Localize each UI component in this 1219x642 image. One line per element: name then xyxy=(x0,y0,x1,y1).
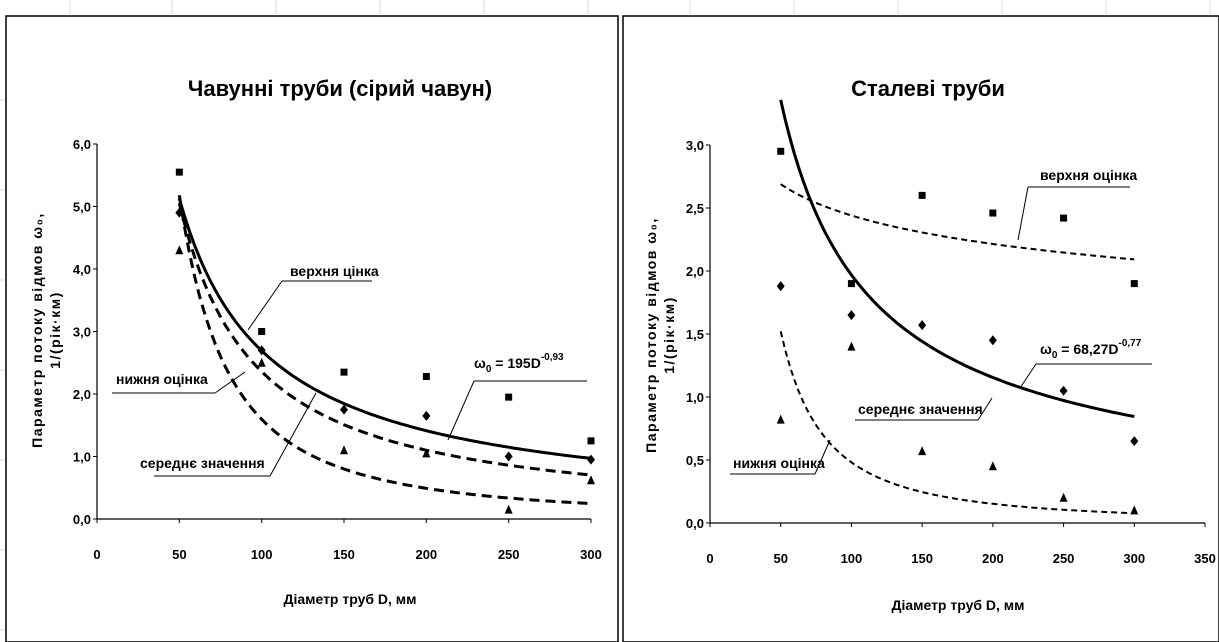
data-point-triangle xyxy=(504,504,513,514)
data-point-diamond xyxy=(1059,385,1068,396)
data-point-diamond xyxy=(847,310,856,321)
data-point-diamond xyxy=(340,404,348,415)
x-tick-label: 150 xyxy=(333,547,355,562)
data-point-square xyxy=(777,147,785,155)
data-point-triangle xyxy=(340,445,348,455)
annotation-upper-estimate: верхня оцінка xyxy=(1040,167,1137,183)
trend-line-mean xyxy=(177,198,592,460)
trend-line-bound xyxy=(177,202,592,477)
y-tick-label: 0,0 xyxy=(73,512,91,527)
y-tick-label: 3,0 xyxy=(73,325,91,340)
data-point-diamond xyxy=(988,335,997,346)
x-axis-label: Діаметр труб D, мм xyxy=(891,597,1024,613)
x-tick-label: 0 xyxy=(93,547,100,562)
trend-line-mean xyxy=(779,99,1135,418)
data-point-diamond xyxy=(504,451,513,462)
data-point-square xyxy=(175,168,183,176)
y-tick-label: 3,0 xyxy=(686,138,704,153)
y-tick-label: 6,0 xyxy=(73,137,91,152)
data-point-triangle xyxy=(1059,492,1068,502)
x-tick-label: 150 xyxy=(911,551,933,566)
x-tick-label: 50 xyxy=(773,551,787,566)
data-point-triangle xyxy=(257,357,266,367)
y-tick-label: 1,0 xyxy=(686,390,704,405)
annotation-mean-value: середнє значення xyxy=(140,455,265,471)
data-point-square xyxy=(918,191,926,199)
sheet-grid xyxy=(0,0,1211,631)
trend-line-bound xyxy=(177,194,592,506)
data-point-square xyxy=(989,209,997,217)
x-tick-label: 100 xyxy=(251,547,273,562)
data-point-square xyxy=(422,373,430,380)
data-point-square xyxy=(258,328,266,335)
data-point-diamond xyxy=(175,207,184,218)
x-tick-label: 250 xyxy=(498,547,520,562)
data-point-triangle xyxy=(1130,505,1139,515)
y-tick-label: 0,5 xyxy=(686,453,704,468)
data-point-diamond xyxy=(1130,436,1139,447)
annotations: верхня оцінка нижня оцінка середнє значе… xyxy=(730,167,1152,475)
data-point-square xyxy=(1130,280,1138,288)
regression-formula: ω0 = 68,27D-0,77 xyxy=(1040,338,1142,361)
data-point-square xyxy=(847,280,855,288)
data-point-square xyxy=(340,368,348,376)
data-point-triangle xyxy=(175,245,184,255)
data-point-diamond xyxy=(587,454,595,465)
data-point-triangle xyxy=(918,446,927,456)
data-point-square xyxy=(505,393,513,401)
data-point-triangle xyxy=(847,341,856,351)
x-tick-label: 250 xyxy=(1053,551,1075,566)
data-point-diamond xyxy=(776,281,785,292)
y-tick-label: 4,0 xyxy=(73,262,91,277)
chart-frame xyxy=(5,15,619,642)
y-tick-label: 2,0 xyxy=(686,264,704,279)
chart-cast-iron-pipes[interactable]: Чавунні труби (сірий чавун) Діаметр труб… xyxy=(5,15,619,642)
data-point-triangle xyxy=(587,475,595,485)
y-axis-label-units: 1/(рік·км) xyxy=(47,291,63,368)
data-point-diamond xyxy=(257,345,266,356)
y-tick-label: 1,0 xyxy=(73,450,91,465)
x-axis-label: Діаметр труб D, мм xyxy=(283,591,416,607)
y-axis-label: Параметр потоку відмов ω₀, xyxy=(29,212,45,448)
annotation-upper-estimate: верхня цінка xyxy=(290,263,379,279)
x-tick-label: 200 xyxy=(982,551,1004,566)
x-tick-label: 300 xyxy=(580,547,602,562)
x-tick-label: 200 xyxy=(415,547,437,562)
trend-line-bound xyxy=(779,331,1135,515)
x-tick-label: 100 xyxy=(841,551,863,566)
data-point-square xyxy=(1060,214,1068,222)
x-tick-label: 350 xyxy=(1194,551,1216,566)
annotations: верхня цінка нижня оцінка середнє значен… xyxy=(112,263,587,477)
data-point-triangle xyxy=(422,448,431,458)
regression-formula: ω0 = 195D-0,93 xyxy=(474,352,564,375)
chart-title: Сталеві труби xyxy=(851,76,1005,101)
chart-frame xyxy=(622,15,1219,642)
x-tick-label: 300 xyxy=(1123,551,1145,566)
y-axis-label-units: 1/(рік·км) xyxy=(661,296,677,373)
plot-area: 0,0 0,5 1,0 1,5 2,0 2,5 3,0 0 50 100 150 200 250 300 3… xyxy=(686,99,1216,566)
data-point-square xyxy=(587,437,595,445)
y-axis-label: Параметр потоку відмов ω₀, xyxy=(643,217,659,453)
data-point-triangle xyxy=(776,414,785,424)
y-tick-label: 2,0 xyxy=(73,387,91,402)
y-tick-label: 5,0 xyxy=(73,200,91,215)
annotation-lower-estimate: нижня оцінка xyxy=(116,371,208,387)
data-point-triangle xyxy=(988,461,997,471)
annotation-lower-estimate: нижня оцінка xyxy=(733,455,825,471)
chart-steel-pipes[interactable]: Сталеві труби Діаметр труб D, мм Парамет… xyxy=(622,15,1219,642)
x-tick-label: 0 xyxy=(706,551,713,566)
data-point-diamond xyxy=(918,320,927,331)
chart-title: Чавунні труби (сірий чавун) xyxy=(188,76,492,101)
y-tick-label: 0,0 xyxy=(686,516,704,531)
x-tick-label: 50 xyxy=(172,547,186,562)
y-tick-label: 2,5 xyxy=(686,201,704,216)
trend-line-bound xyxy=(780,183,1135,261)
y-tick-label: 1,5 xyxy=(686,327,704,342)
annotation-mean-value: середнє значення xyxy=(858,401,983,417)
plot-area: 0,0 1,0 2,0 3,0 4,0 5,0 6,0 0 50 100 150 200 250 300 xyxy=(73,137,602,562)
data-point-diamond xyxy=(422,410,431,421)
